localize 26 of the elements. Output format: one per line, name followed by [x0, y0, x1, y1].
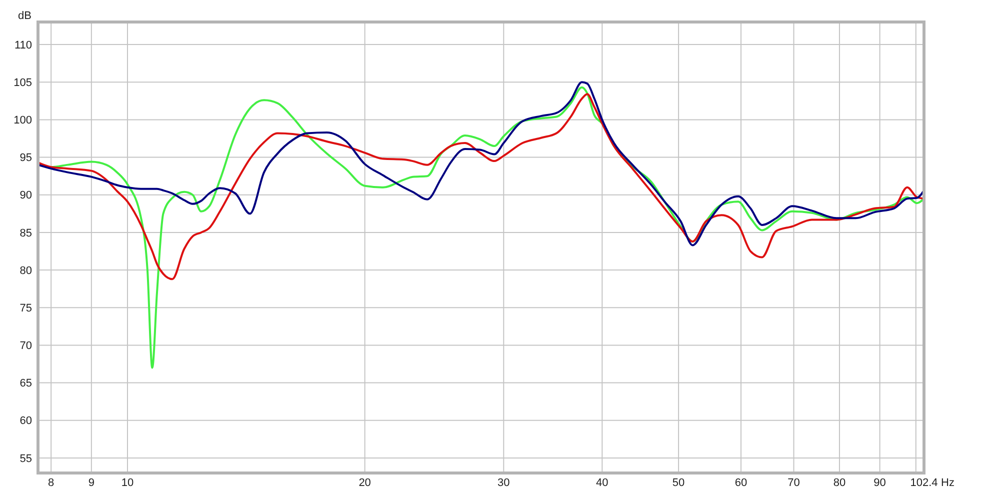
x-tick-label: 40 — [596, 477, 608, 489]
x-tick-label: 70 — [788, 477, 800, 489]
x-tick-label: 20 — [358, 477, 371, 489]
y-tick-label: 90 — [20, 190, 32, 202]
y-tick-label: 70 — [20, 340, 32, 352]
x-tick-label: 80 — [833, 477, 846, 489]
y-tick-label: 60 — [20, 415, 32, 428]
y-tick-label: 75 — [20, 302, 32, 314]
y-tick-label: 95 — [20, 152, 32, 164]
x-tick-label: 60 — [734, 477, 748, 489]
y-tick-label: 110 — [14, 39, 32, 52]
x-tick-label: 30 — [498, 477, 510, 489]
x-axis-title: Hz — [941, 477, 954, 489]
y-tick-label: 65 — [20, 378, 32, 390]
x-tick-label: 90 — [874, 477, 886, 489]
y-axis-title: dB — [18, 10, 32, 22]
x-tick-label: 10 — [121, 477, 134, 489]
x-tick-label: 8 — [48, 477, 54, 489]
y-tick-label: 55 — [20, 452, 32, 465]
y-tick-label: 85 — [20, 227, 32, 240]
y-tick-label: 100 — [14, 114, 32, 127]
x-tick-label: 50 — [672, 477, 685, 489]
x-tick-label: 9 — [88, 477, 94, 489]
y-tick-label: 80 — [20, 264, 32, 277]
y-tick-label: 105 — [14, 76, 32, 89]
x-tick-label: 102.4 — [910, 477, 938, 489]
